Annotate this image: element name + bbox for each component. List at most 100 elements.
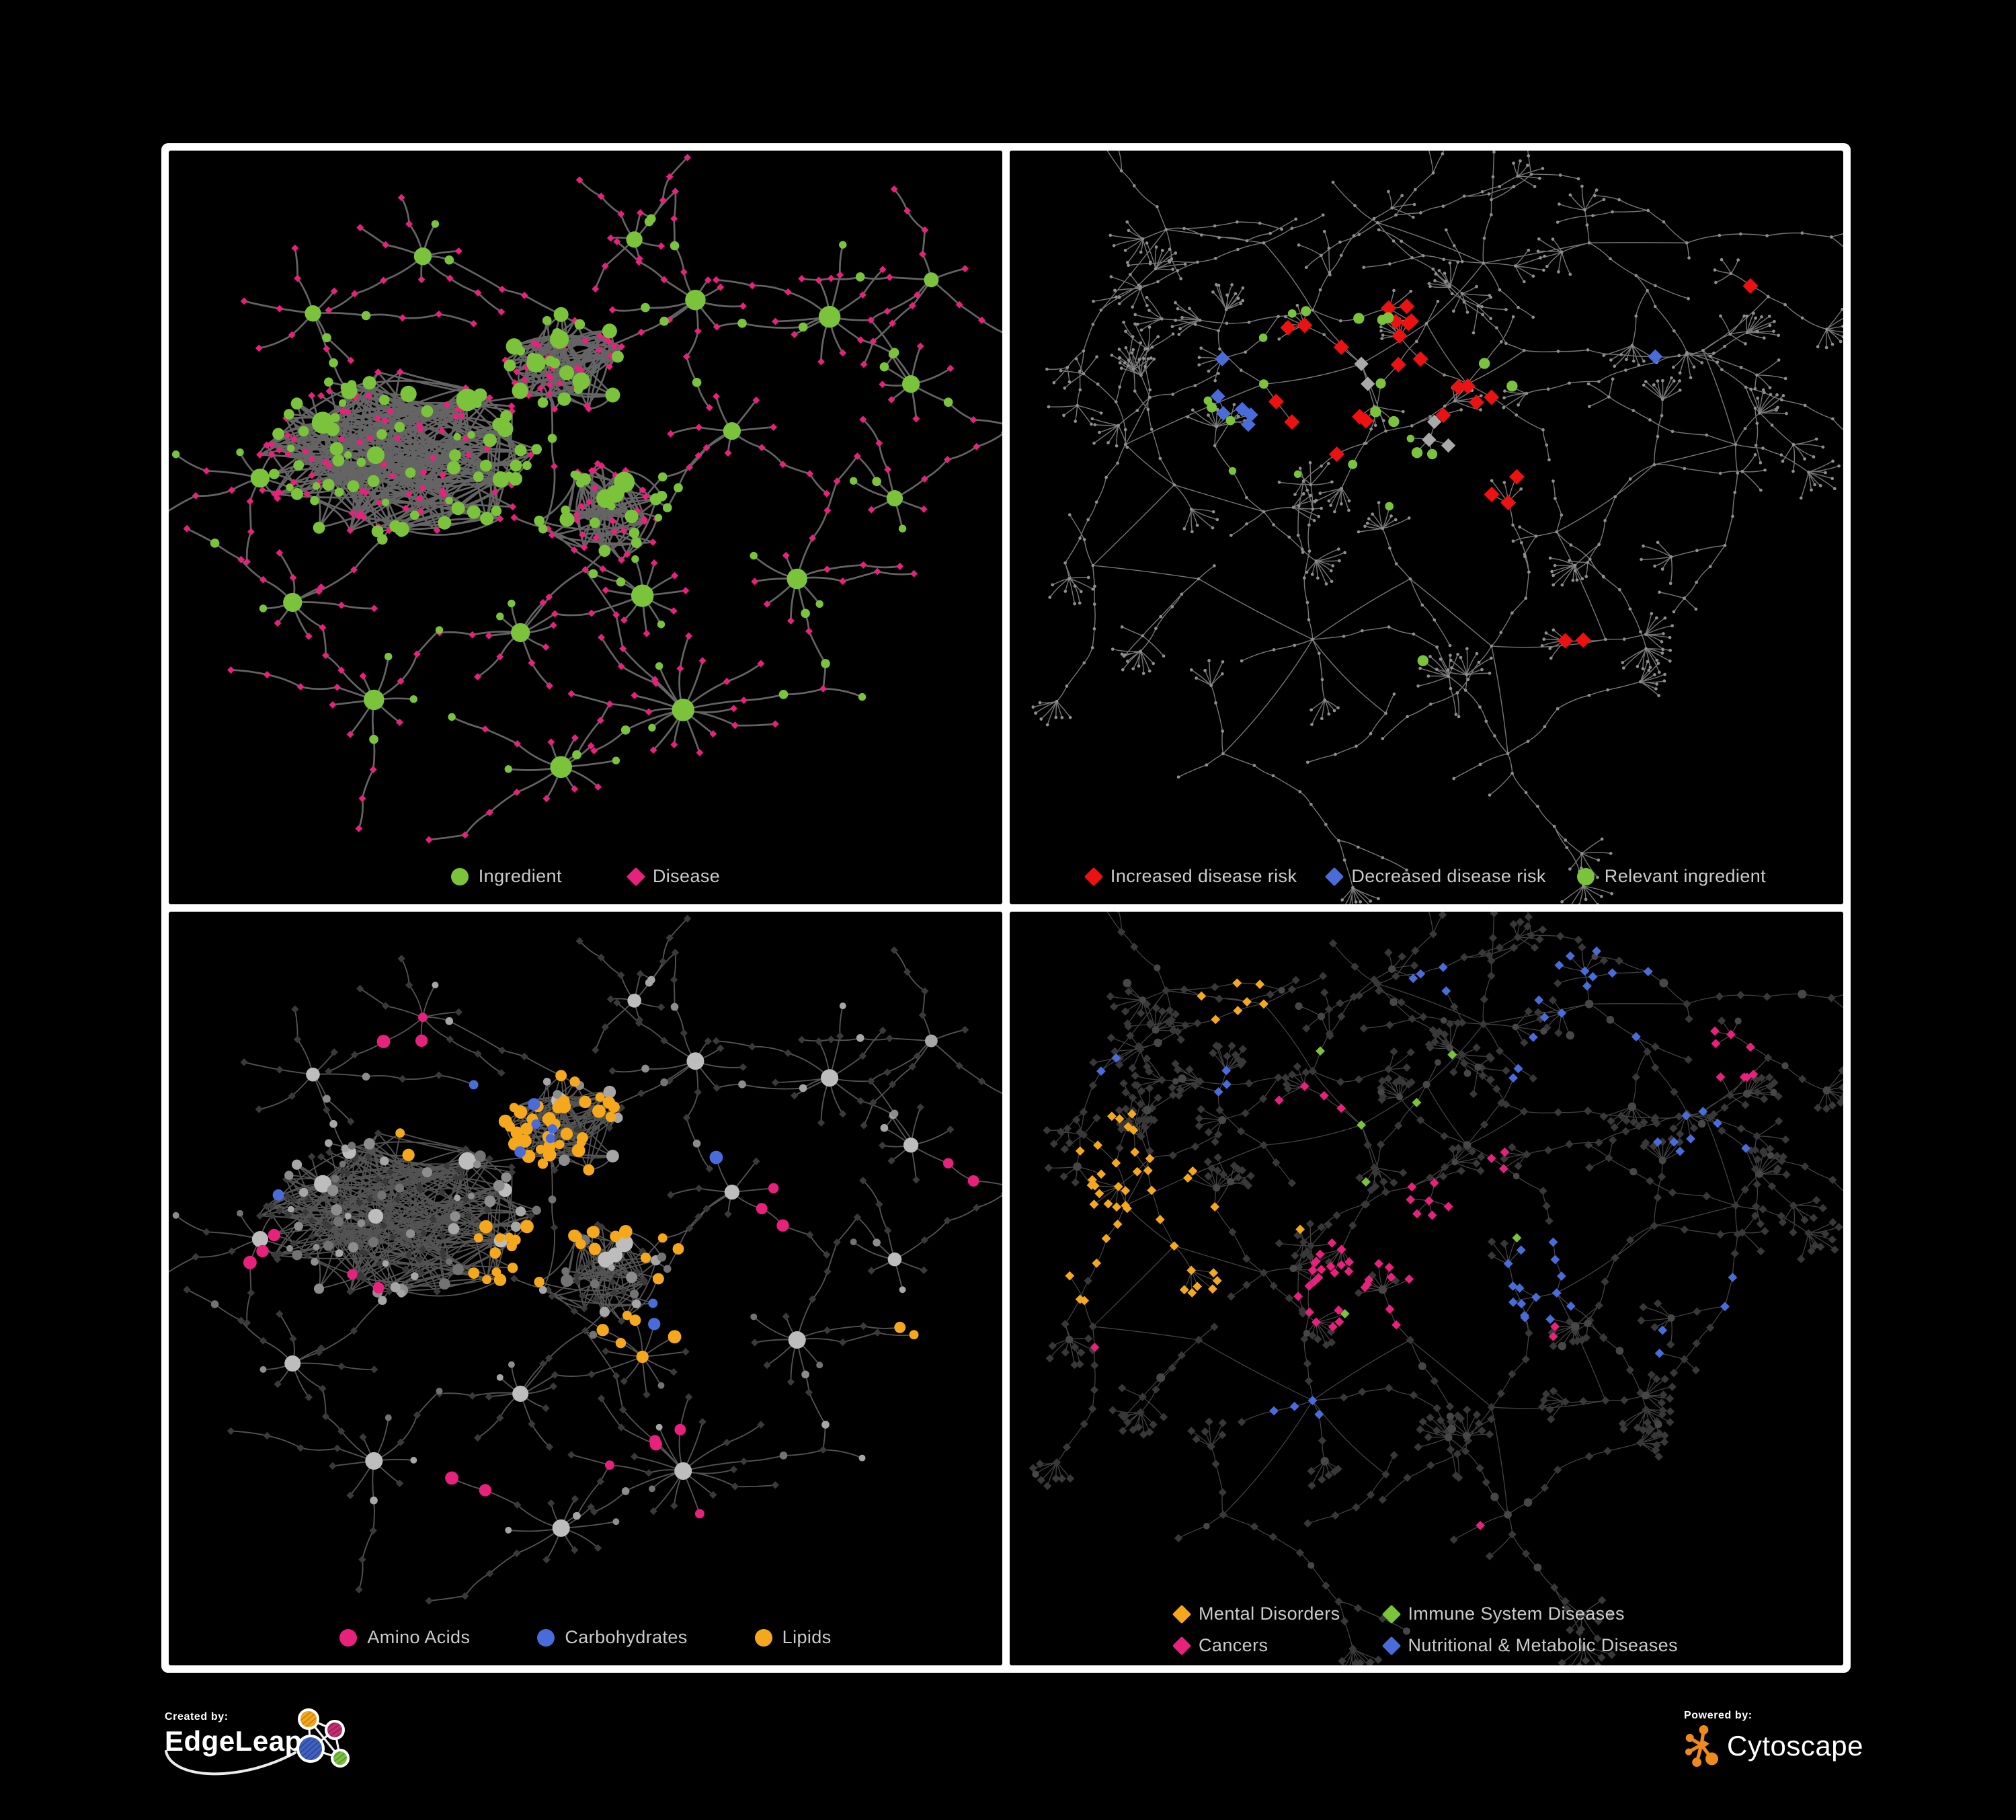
diamond-swatch xyxy=(1381,1636,1401,1655)
node-class-lipids xyxy=(668,1330,682,1344)
node-class-relevant-ingredient xyxy=(1258,333,1268,342)
node-class-amino-acids xyxy=(674,1423,686,1435)
node-class-lipids xyxy=(569,1076,580,1087)
diamond-swatch xyxy=(1172,1604,1192,1624)
circle-swatch xyxy=(450,867,469,885)
node-class-carbohydrates xyxy=(528,1098,540,1111)
cytoscape-brand: Cytoscape xyxy=(1727,1730,1863,1762)
node-class-lipids xyxy=(514,1105,528,1119)
node-class-relevant-ingredient xyxy=(1385,502,1394,511)
node-class-amino-acids xyxy=(268,1228,281,1242)
node-class-amino-acids xyxy=(776,1219,789,1232)
node-class-amino-acids xyxy=(372,1281,385,1294)
node-class-amino-acids xyxy=(347,1269,358,1279)
legend-label: Immune System Diseases xyxy=(1408,1604,1625,1624)
legend-item: Disease xyxy=(626,866,721,887)
legend-item: Mental Disorders xyxy=(1172,1604,1340,1624)
node-class-lipids xyxy=(542,1148,557,1162)
node-class-lipids xyxy=(468,1267,480,1279)
legend-item: Carbohydrates xyxy=(537,1627,687,1648)
node-class-lipids xyxy=(402,1148,415,1162)
node-class-lipids xyxy=(571,1144,586,1158)
node-class-lipids xyxy=(640,1253,651,1263)
panel-grid: Ingredient Disease Increased disease risk… xyxy=(161,143,1851,1673)
node-class-lipids xyxy=(657,1233,668,1243)
panel-ingredient-disease: Ingredient Disease xyxy=(169,151,1002,904)
node-class-lipids xyxy=(552,1102,564,1113)
panel-disease-classes: Mental Disorders Immune System Diseases Ca… xyxy=(1010,912,1843,1665)
node-class-lipids xyxy=(518,1134,532,1148)
node-class-amino-acids xyxy=(243,1255,257,1269)
node-class-amino-acids xyxy=(445,1471,459,1485)
legend-item: Cancers xyxy=(1172,1635,1340,1656)
node-class-relevant-ingredient xyxy=(1388,416,1400,428)
node-class-carbohydrates xyxy=(648,1318,661,1331)
node-class-lipids xyxy=(909,1330,919,1340)
node-class-carbohydrates xyxy=(547,1124,557,1134)
node-class-carbohydrates xyxy=(531,1119,541,1129)
node-class-lipids xyxy=(583,1164,595,1176)
legend-label: Increased disease risk xyxy=(1110,866,1297,886)
node-class-lipids xyxy=(520,1220,534,1234)
edgeleap-network-icon xyxy=(296,1708,350,1768)
legend: Increased disease risk Decreased disease … xyxy=(1010,866,1843,887)
node-class-lipids xyxy=(652,1273,664,1285)
node-class-amino-acids xyxy=(479,1484,492,1497)
node-class-relevant-ingredient xyxy=(1259,379,1268,389)
legend: Mental Disorders Immune System Diseases Ca… xyxy=(1010,1604,1843,1656)
node-class-relevant-ingredient xyxy=(1375,378,1386,389)
node-class-lipids xyxy=(615,1337,627,1349)
node-class-relevant-ingredient xyxy=(1426,448,1438,460)
node-class-amino-acids xyxy=(418,1013,428,1023)
node-class-immune-system-diseases xyxy=(1316,1046,1522,1318)
legend-item: Relevant ingredient xyxy=(1576,866,1766,887)
node-class-relevant-ingredient xyxy=(1417,655,1428,666)
node-class-lipids xyxy=(542,1113,553,1125)
node-class-lipids xyxy=(575,1238,586,1250)
legend-item: Amino Acids xyxy=(339,1627,470,1648)
legend-label: Cancers xyxy=(1199,1635,1268,1655)
legend-label: Lipids xyxy=(782,1627,832,1647)
node-class-amino-acids xyxy=(756,1203,768,1215)
cytoscape-brand-row: Cytoscape xyxy=(1684,1725,1863,1767)
network-graph xyxy=(1029,912,1843,1665)
node-class-lipids xyxy=(629,1314,641,1327)
node-class-relevant-ingredient xyxy=(1383,312,1394,323)
legend-label: Disease xyxy=(652,866,721,886)
legend-item: Immune System Diseases xyxy=(1381,1604,1678,1624)
diamond-swatch xyxy=(1084,867,1104,886)
node-class-relevant-ingredient xyxy=(1293,470,1302,478)
node-class-lipids xyxy=(555,1140,565,1150)
node-class-amino-acids xyxy=(967,1175,979,1187)
node-class-lipids xyxy=(579,1095,592,1109)
node-class-amino-acids xyxy=(415,1034,428,1047)
node-class-amino-acids xyxy=(768,1183,779,1194)
node-class-lipids xyxy=(489,1247,501,1259)
panel-disease-risk: Increased disease risk Decreased disease … xyxy=(1010,151,1843,904)
node-class-lipids xyxy=(495,1233,505,1243)
network-graph xyxy=(169,914,1002,1605)
circle-swatch xyxy=(537,1628,555,1647)
node-class-carbohydrates xyxy=(709,1150,723,1164)
node-class-lipids xyxy=(535,1144,545,1154)
node-class-relevant-ingredient xyxy=(1348,459,1358,469)
node-class-relevant-ingredient xyxy=(1506,381,1518,392)
node-class-lipids xyxy=(498,1114,512,1128)
circle-swatch xyxy=(1576,867,1595,885)
node-class-lipids xyxy=(592,1104,606,1118)
node-class-amino-acids xyxy=(605,1460,614,1470)
node-class-carbohydrates xyxy=(514,1146,526,1158)
node-class-relevant-ingredient xyxy=(1207,402,1217,413)
node-class-lipids xyxy=(894,1321,906,1333)
node-class-lipids xyxy=(595,1092,605,1102)
diamond-swatch xyxy=(1381,1604,1401,1624)
legend: Amino Acids Carbohydrates Lipids xyxy=(169,1627,1002,1648)
node-class-relevant-ingredient xyxy=(1370,406,1381,418)
node-class-relevant-ingredient xyxy=(1411,447,1423,459)
node-class-relevant-ingredient xyxy=(1478,358,1490,369)
edgeleap-credit: Created by: EdgeLeap xyxy=(165,1708,350,1776)
node-class-lipids xyxy=(510,1234,521,1245)
node-class-lipids xyxy=(560,1127,573,1140)
legend-item: Decreased disease risk xyxy=(1325,866,1545,887)
